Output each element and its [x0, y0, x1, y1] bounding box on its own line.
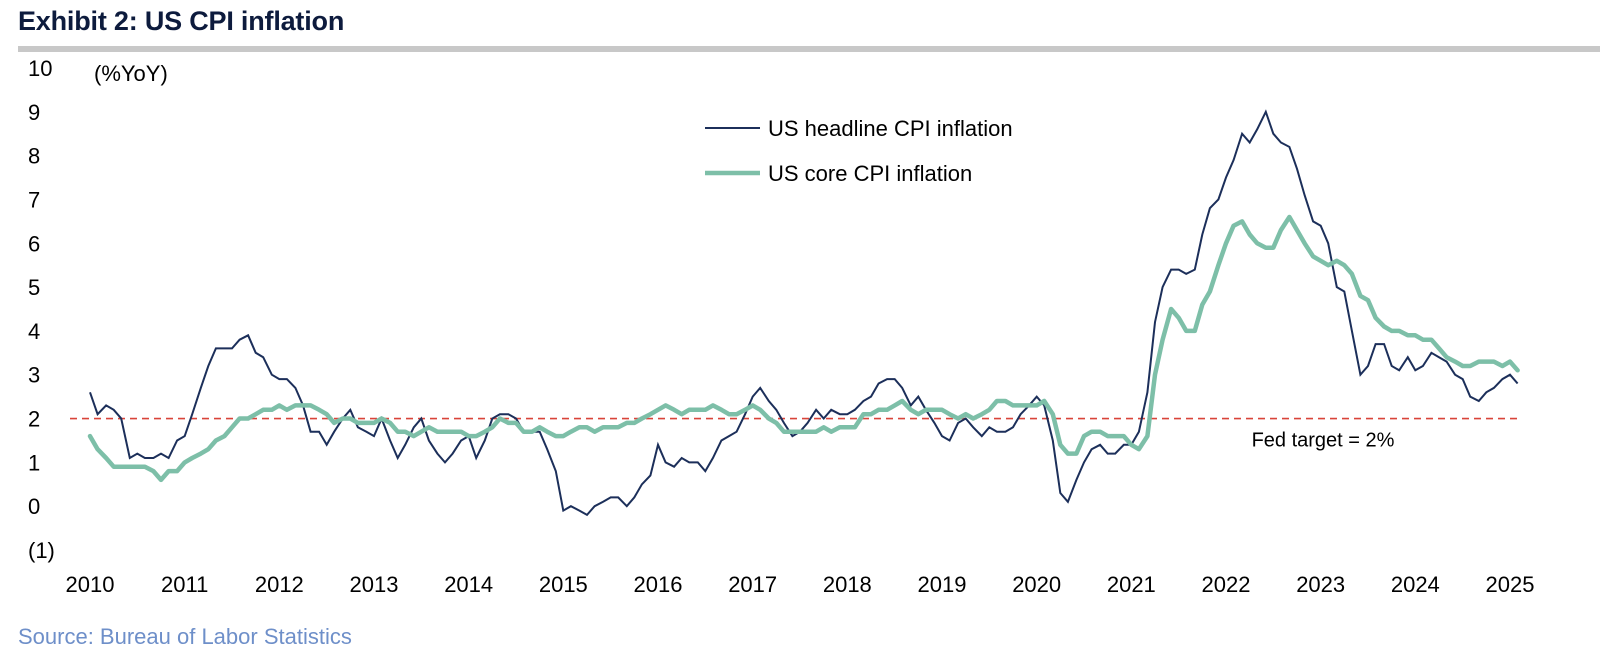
- x-tick-label: 2024: [1391, 572, 1440, 597]
- y-tick-label: 5: [28, 275, 40, 300]
- y-tick-label: 0: [28, 494, 40, 519]
- x-tick-label: 2013: [350, 572, 399, 597]
- x-tick-label: 2011: [161, 572, 208, 597]
- x-tick-label: 2025: [1486, 572, 1535, 597]
- title-rule: [18, 46, 1600, 52]
- legend: US headline CPI inflation US core CPI in…: [705, 116, 1013, 186]
- core-cpi-series-line: [87, 214, 1520, 483]
- x-tick-label: 2014: [444, 572, 493, 597]
- source-note: Source: Bureau of Labor Statistics: [18, 624, 352, 649]
- x-tick-label: 2012: [255, 572, 304, 597]
- legend-label-core: US core CPI inflation: [768, 161, 972, 186]
- x-tick-label: 2021: [1107, 572, 1156, 597]
- y-tick-label: 7: [28, 187, 40, 212]
- x-tick-label: 2020: [1012, 572, 1061, 597]
- x-tick-label: 2016: [634, 572, 683, 597]
- x-tick-label: 2017: [728, 572, 777, 597]
- headline-cpi-series-line: [89, 109, 1519, 517]
- legend-label-headline: US headline CPI inflation: [768, 116, 1013, 141]
- y-tick-label: (1): [28, 538, 55, 563]
- x-tick-label: 2019: [918, 572, 967, 597]
- y-axis-unit-label: (%YoY): [94, 61, 168, 86]
- x-tick-label: 2015: [539, 572, 588, 597]
- page-title: Exhibit 2: US CPI inflation: [18, 6, 345, 36]
- y-tick-label: 8: [28, 144, 40, 169]
- y-tick-label: 1: [28, 450, 40, 475]
- y-tick-label: 6: [28, 231, 40, 256]
- x-axis-ticks: 2010 2011 2012 2013 2014 2015 2016 2017 2018 2019…: [66, 572, 1535, 597]
- y-tick-label: 3: [28, 363, 40, 388]
- y-axis-ticks: (1) 0 1 2 3 4 5 6 7 8 9 10: [28, 56, 55, 563]
- y-tick-label: 10: [28, 56, 52, 81]
- x-tick-label: 2018: [823, 572, 872, 597]
- y-tick-label: 9: [28, 100, 40, 125]
- y-tick-label: 2: [28, 407, 40, 432]
- y-tick-label: 4: [28, 319, 40, 344]
- x-tick-label: 2023: [1296, 572, 1345, 597]
- x-tick-label: 2010: [66, 572, 115, 597]
- x-tick-label: 2022: [1202, 572, 1251, 597]
- fed-target-label: Fed target = 2%: [1252, 430, 1395, 452]
